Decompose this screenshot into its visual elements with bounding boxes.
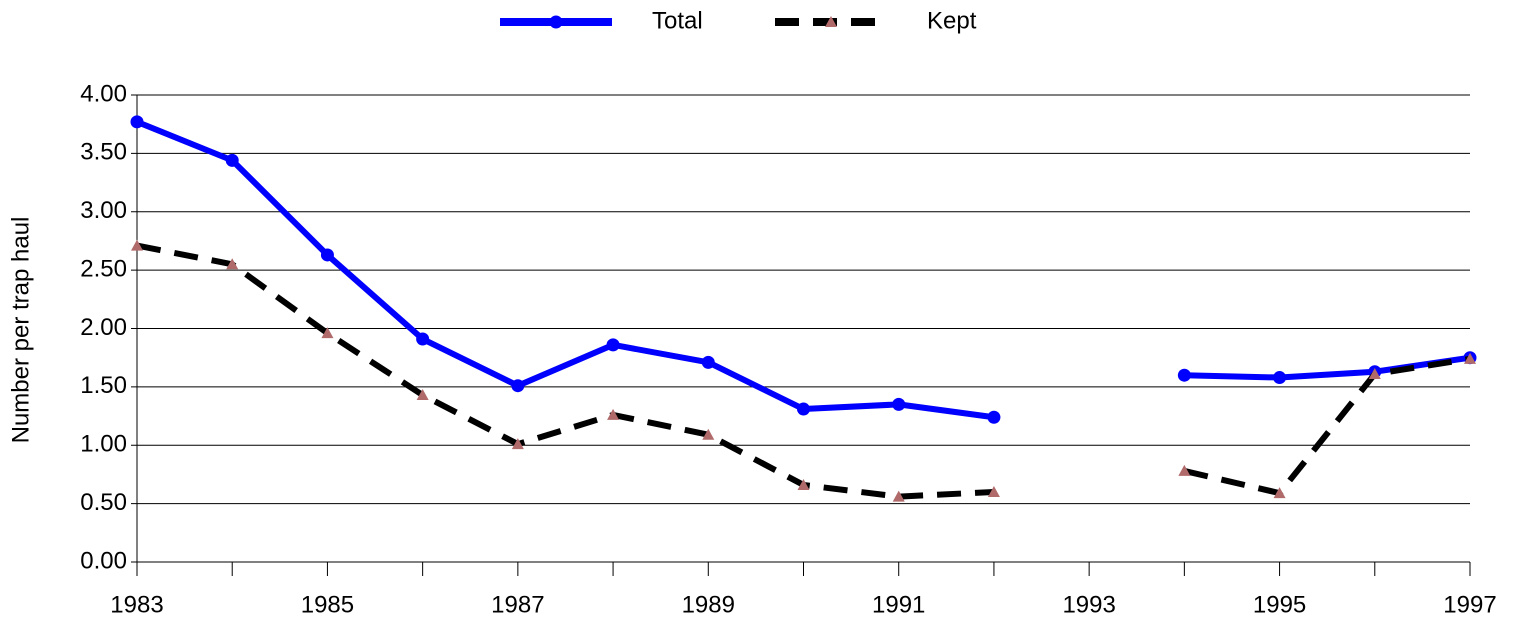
marker bbox=[130, 115, 144, 129]
marker bbox=[987, 485, 1000, 497]
series-line bbox=[135, 119, 1471, 421]
marker bbox=[1273, 487, 1286, 499]
marker bbox=[320, 248, 334, 262]
marker bbox=[1273, 371, 1287, 385]
x-tick-label: 1985 bbox=[301, 591, 354, 618]
marker bbox=[892, 397, 906, 411]
marker bbox=[797, 402, 810, 416]
marker bbox=[549, 15, 563, 29]
x-tick-label: 1987 bbox=[491, 591, 544, 618]
marker bbox=[416, 389, 429, 401]
marker bbox=[607, 408, 620, 420]
marker bbox=[321, 327, 334, 339]
marker bbox=[416, 332, 430, 346]
marker bbox=[511, 438, 524, 450]
marker bbox=[702, 428, 715, 440]
x-tick-label: 1997 bbox=[1443, 591, 1496, 618]
x-tick-label: 1989 bbox=[682, 591, 735, 618]
marker bbox=[606, 338, 620, 352]
marker bbox=[701, 355, 715, 369]
y-tick-label: 1.00 bbox=[80, 431, 127, 458]
y-tick-label: 1.50 bbox=[80, 372, 127, 399]
marker bbox=[225, 153, 239, 167]
y-tick-label: 0.00 bbox=[80, 547, 127, 574]
marker bbox=[1178, 464, 1191, 476]
x-tick-label: 1991 bbox=[872, 591, 925, 618]
y-tick-label: 2.50 bbox=[80, 255, 127, 282]
y-tick-label: 4.00 bbox=[80, 80, 127, 107]
marker bbox=[131, 239, 143, 251]
marker bbox=[1464, 352, 1476, 364]
legend-label: Total bbox=[652, 7, 703, 34]
legend-label: Kept bbox=[927, 7, 977, 34]
x-tick-label: 1995 bbox=[1253, 591, 1306, 618]
marker bbox=[1368, 368, 1381, 380]
marker bbox=[797, 478, 810, 490]
marker bbox=[226, 258, 239, 270]
y-tick-label: 0.50 bbox=[80, 489, 127, 516]
marker bbox=[511, 379, 525, 393]
series-line bbox=[136, 242, 1471, 500]
y-tick-label: 2.00 bbox=[80, 314, 127, 341]
marker bbox=[1177, 368, 1191, 382]
y-tick-label: 3.50 bbox=[80, 139, 127, 166]
y-tick-label: 3.00 bbox=[80, 197, 127, 224]
marker bbox=[892, 490, 905, 502]
x-tick-label: 1993 bbox=[1062, 591, 1115, 618]
marker bbox=[825, 16, 837, 27]
x-tick-label: 1983 bbox=[110, 591, 163, 618]
y-axis-label: Number per trap haul bbox=[7, 217, 34, 444]
marker bbox=[987, 410, 1001, 424]
